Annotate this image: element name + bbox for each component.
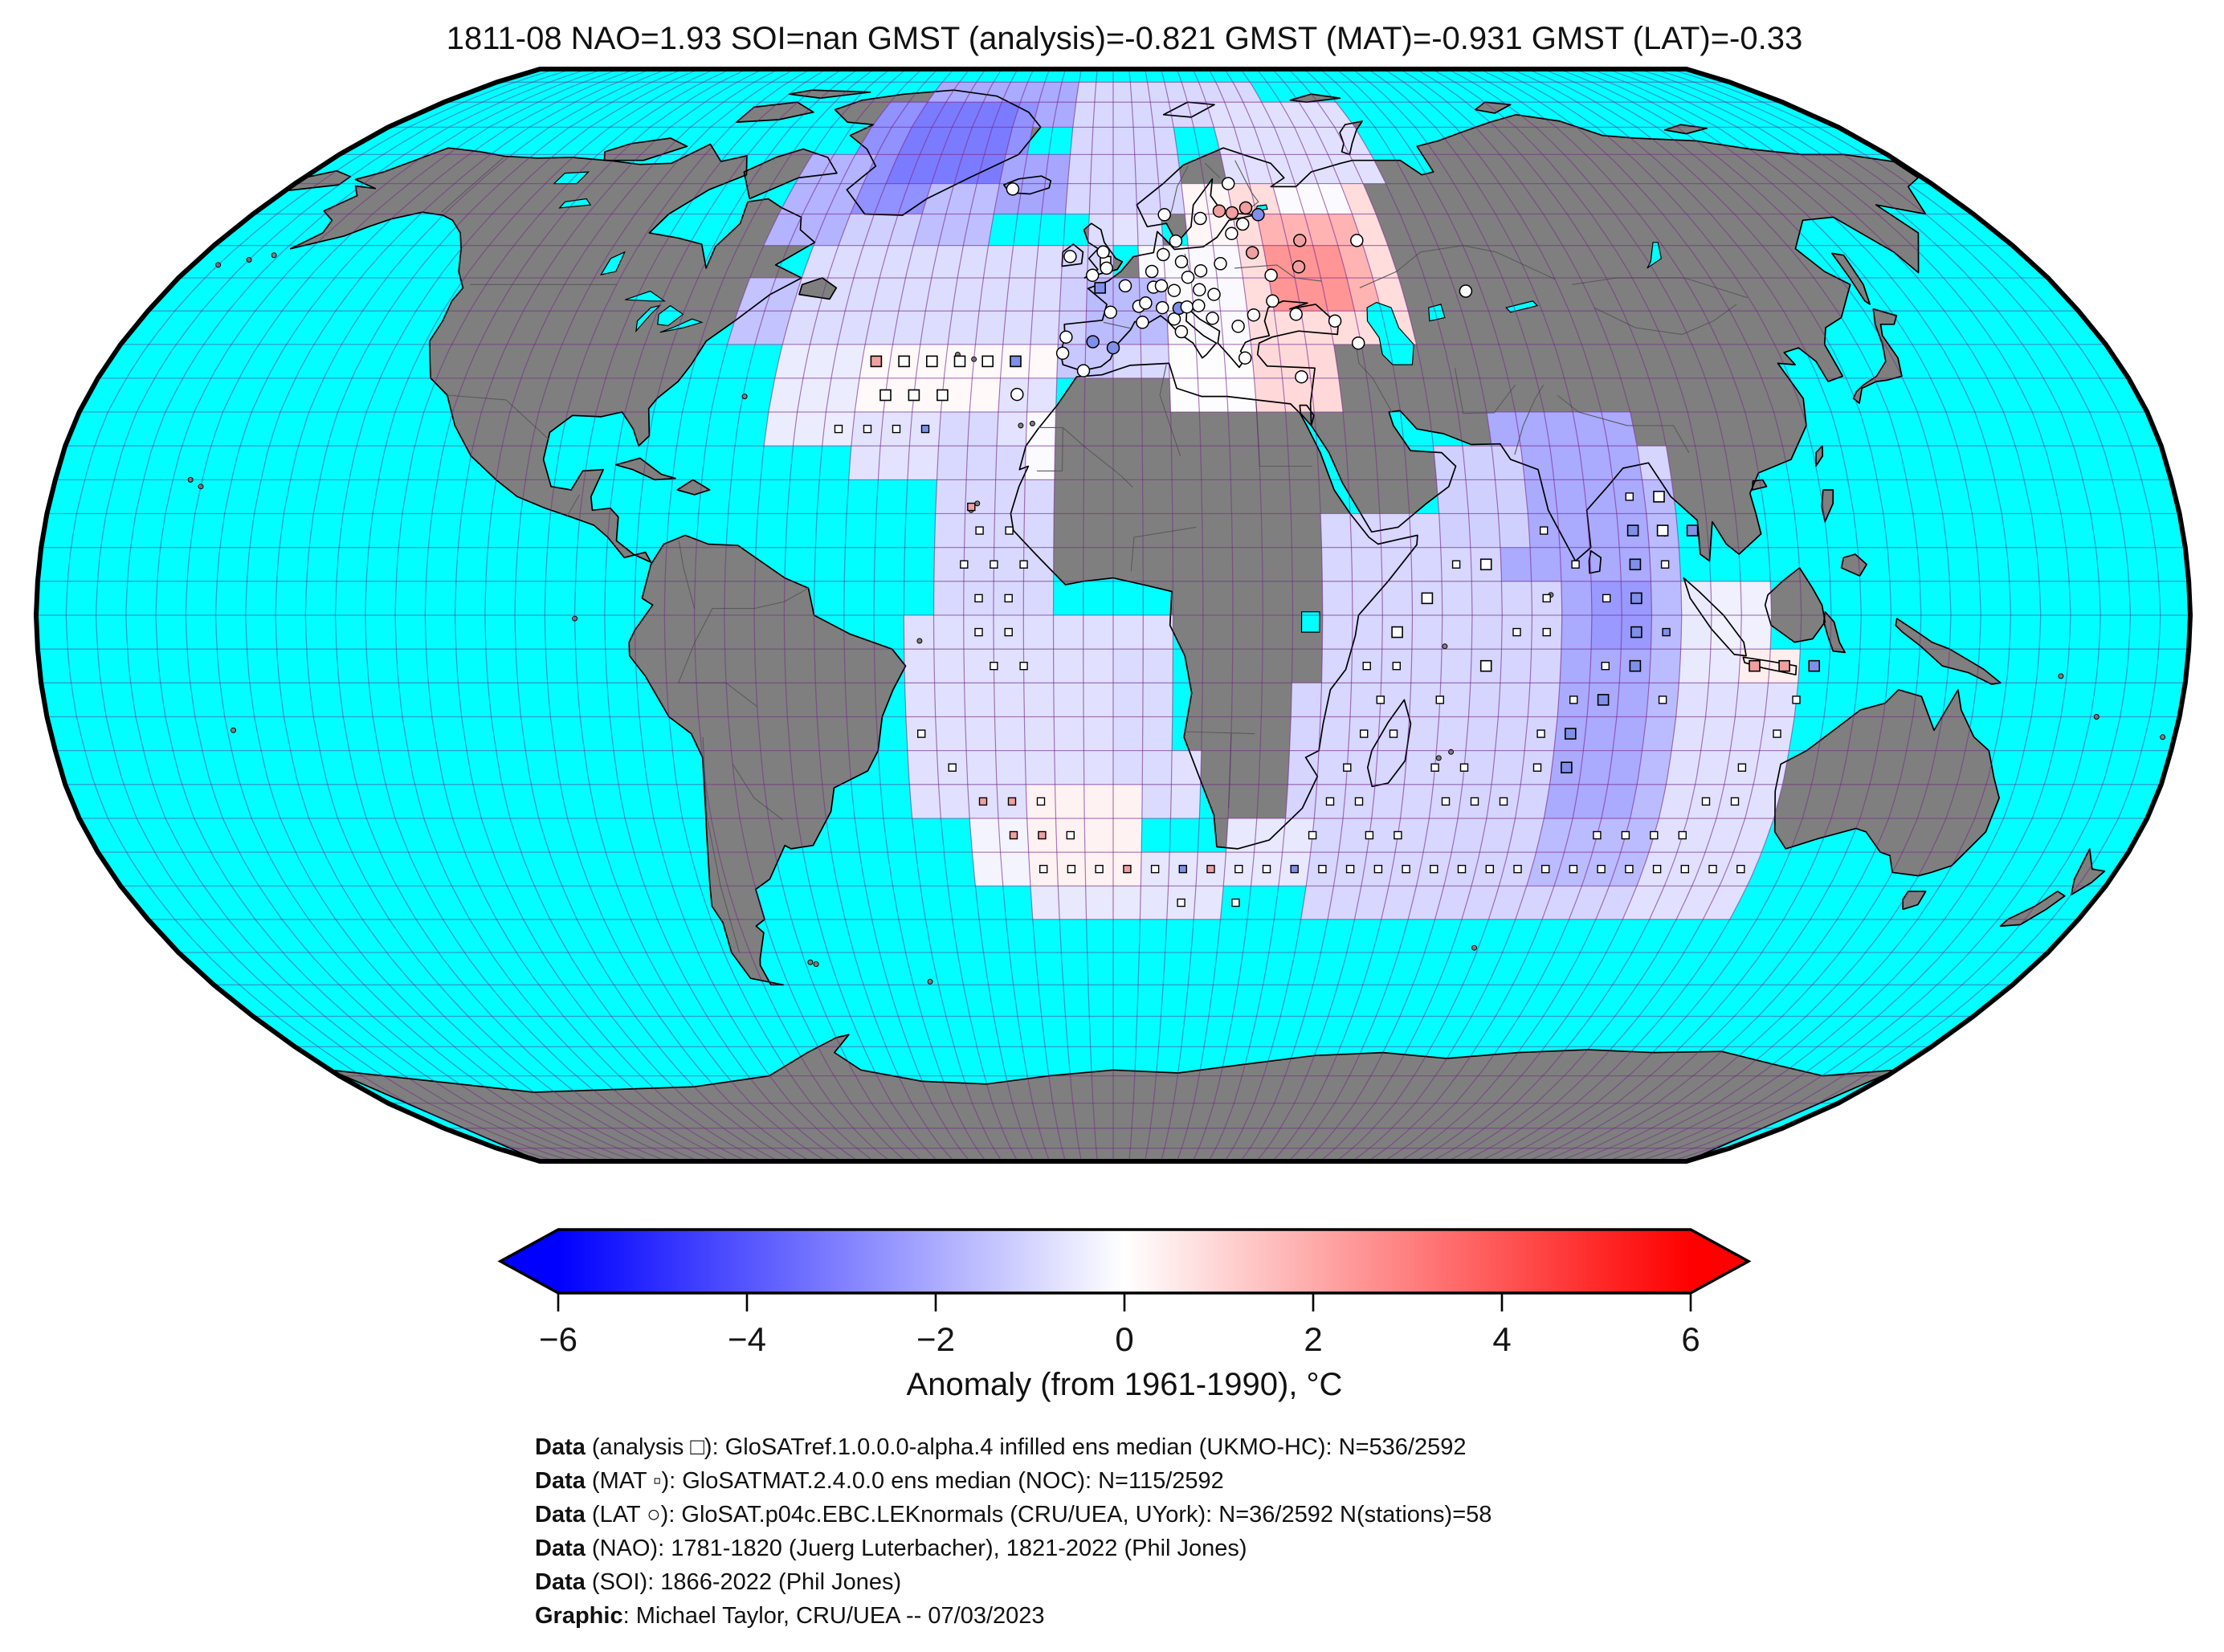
credit-line: Graphic: Michael Taylor, CRU/UEA -- 07/0… — [535, 1599, 1492, 1633]
country-borders — [441, 156, 1748, 953]
credit-label: Data — [535, 1502, 586, 1528]
credit-text: (LAT ○): GloSAT.p04c.EBC.LEKnormals (CRU… — [585, 1502, 1492, 1528]
small-islands — [187, 252, 2166, 985]
coastlines — [284, 89, 2106, 1161]
colorbar: −6 −4 −2 0 2 4 6 — [497, 1228, 1752, 1358]
colorbar-ticks — [557, 1293, 1692, 1311]
credit-line: Data (MAT ▫): GloSATMAT.2.4.0.0 ens medi… — [535, 1464, 1492, 1498]
credit-label: Data — [535, 1468, 586, 1494]
lakes — [553, 171, 1663, 633]
credit-line: Data (LAT ○): GloSAT.p04c.EBC.LEKnormals… — [535, 1498, 1492, 1532]
credit-label: Data — [535, 1536, 586, 1561]
graticule — [36, 69, 2190, 1161]
colorbar-gradient — [558, 1230, 1691, 1293]
credit-label: Graphic — [535, 1603, 623, 1629]
credit-label: Data — [535, 1569, 586, 1595]
credits-block: Data (analysis □): GloSATref.1.0.0.0-alp… — [535, 1430, 1492, 1633]
credit-text: (MAT ▫): GloSATMAT.2.4.0.0 ens median (N… — [585, 1468, 1224, 1494]
colorbar-left-arrow — [500, 1230, 558, 1293]
credit-line: Data (SOI): 1866-2022 (Phil Jones) — [535, 1565, 1492, 1599]
colorbar-tick-labels: −6 −4 −2 0 2 4 6 — [539, 1320, 1700, 1358]
land-fill — [284, 90, 2105, 1161]
anomaly-cells — [726, 81, 1801, 920]
svg-text:6: 6 — [1681, 1320, 1700, 1358]
svg-text:−6: −6 — [539, 1320, 577, 1358]
map-outline — [33, 67, 2193, 1164]
credit-text: (NAO): 1781-1820 (Juerg Luterbacher), 18… — [585, 1536, 1247, 1561]
colorbar-right-arrow — [1691, 1230, 1749, 1293]
credit-label: Data — [535, 1434, 586, 1460]
svg-text:4: 4 — [1492, 1320, 1511, 1358]
svg-text:0: 0 — [1115, 1320, 1133, 1358]
svg-text:2: 2 — [1304, 1320, 1322, 1358]
figure-title: 1811-08 NAO=1.93 SOI=nan GMST (analysis)… — [446, 21, 1803, 56]
credit-text: (analysis □): GloSATref.1.0.0.0-alpha.4 … — [585, 1434, 1467, 1460]
mat-markers — [834, 424, 1801, 908]
lat-station-markers — [1006, 177, 1473, 402]
credit-line: Data (NAO): 1781-1820 (Juerg Luterbacher… — [535, 1532, 1492, 1565]
credit-line: Data (analysis □): GloSATref.1.0.0.0-alp… — [535, 1430, 1492, 1464]
svg-text:−4: −4 — [728, 1320, 766, 1358]
credit-text: (SOI): 1866-2022 (Phil Jones) — [585, 1569, 902, 1595]
svg-text:−2: −2 — [916, 1320, 955, 1358]
credit-text: : Michael Taylor, CRU/UEA -- 07/03/2023 — [622, 1603, 1045, 1629]
colorbar-label: Anomaly (from 1961-1990), °C — [906, 1367, 1343, 1402]
